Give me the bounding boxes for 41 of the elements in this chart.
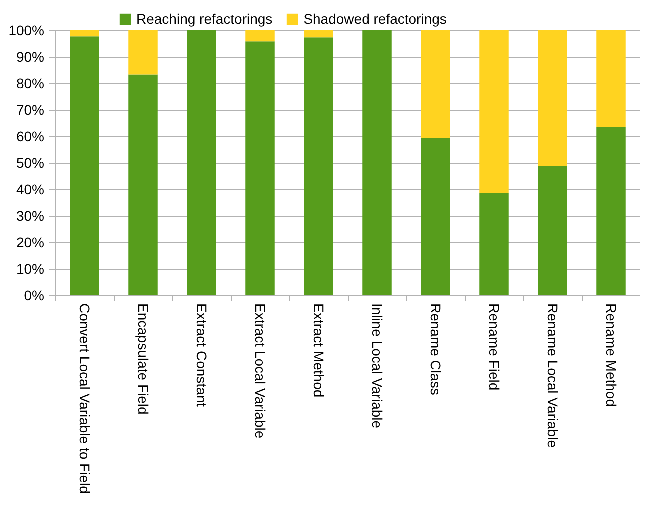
x-tick-label: Encapsulate Field bbox=[135, 304, 152, 415]
bar bbox=[187, 30, 216, 296]
x-tick-label: Convert Local Variable to Field bbox=[76, 304, 93, 494]
x-tick-label: Rename Method bbox=[603, 304, 620, 408]
bar bbox=[304, 30, 334, 38]
x-tick-label: Rename Local Variable bbox=[544, 304, 561, 448]
x-tick-label: Extract Constant bbox=[194, 304, 210, 408]
y-tick-label: 100% bbox=[8, 22, 45, 38]
y-tick-label: 50% bbox=[16, 155, 45, 171]
x-tick-label: Rename Class bbox=[428, 304, 444, 396]
bar bbox=[480, 193, 509, 296]
y-tick-label: 0% bbox=[24, 288, 44, 304]
x-tick-label: Rename Field bbox=[486, 304, 502, 391]
y-tick-label: 40% bbox=[16, 182, 45, 198]
x-tick-label: Extract Method bbox=[310, 304, 327, 398]
bar bbox=[246, 30, 275, 42]
bar bbox=[362, 30, 392, 296]
bar bbox=[596, 30, 626, 128]
y-tick-label: 70% bbox=[16, 102, 45, 118]
bar bbox=[421, 30, 450, 138]
y-tick-label: 20% bbox=[16, 234, 45, 250]
x-tick-label: Inline Local Variable bbox=[369, 304, 386, 429]
y-tick-label: 10% bbox=[16, 261, 45, 277]
y-tick-label: 90% bbox=[16, 49, 45, 65]
y-tick-label: 80% bbox=[16, 76, 45, 92]
bar bbox=[538, 30, 568, 166]
bar bbox=[304, 38, 334, 296]
bar bbox=[421, 138, 450, 296]
y-tick-label: 30% bbox=[16, 208, 45, 224]
bar bbox=[128, 30, 158, 75]
legend-label: Shadowed refactorings bbox=[304, 11, 447, 27]
bar bbox=[480, 30, 509, 194]
x-tick-label: Extract Local Variable bbox=[252, 304, 268, 439]
bar bbox=[70, 36, 100, 296]
legend-label: Reaching refactorings bbox=[136, 11, 273, 27]
bar bbox=[246, 42, 275, 296]
bar bbox=[128, 74, 158, 296]
bar bbox=[538, 166, 568, 296]
bar bbox=[70, 30, 100, 37]
bar bbox=[596, 127, 626, 296]
y-tick-label: 60% bbox=[16, 128, 45, 144]
